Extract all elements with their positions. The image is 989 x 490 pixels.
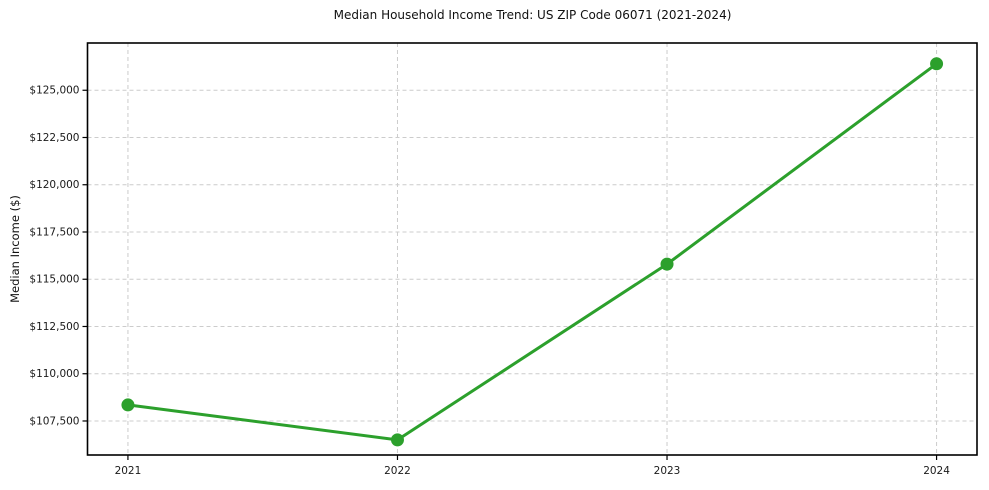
- trend-line: [126, 62, 939, 442]
- plot-border: [86, 42, 978, 456]
- data-point-marker: [930, 57, 944, 71]
- data-point-marker: [660, 257, 674, 271]
- y-tick-label: $125,000: [29, 85, 79, 97]
- y-tick-label: $115,000: [29, 274, 79, 286]
- y-tick-label: $120,000: [29, 179, 79, 191]
- y-tick-label: $122,500: [29, 132, 79, 144]
- y-tick-label: $117,500: [29, 226, 79, 238]
- chart-title: Median Household Income Trend: US ZIP Co…: [333, 8, 732, 22]
- y-tick-label: $110,000: [29, 368, 79, 380]
- x-tick-label: 2024: [923, 465, 950, 477]
- x-tick-label: 2022: [384, 465, 411, 477]
- data-point-marker: [121, 398, 135, 412]
- data-point-marker: [390, 433, 404, 447]
- y-tick-label: $107,500: [29, 415, 79, 427]
- y-tick-label: $112,500: [29, 321, 79, 333]
- x-tick-label: 2023: [654, 465, 681, 477]
- x-tick-label: 2021: [115, 465, 142, 477]
